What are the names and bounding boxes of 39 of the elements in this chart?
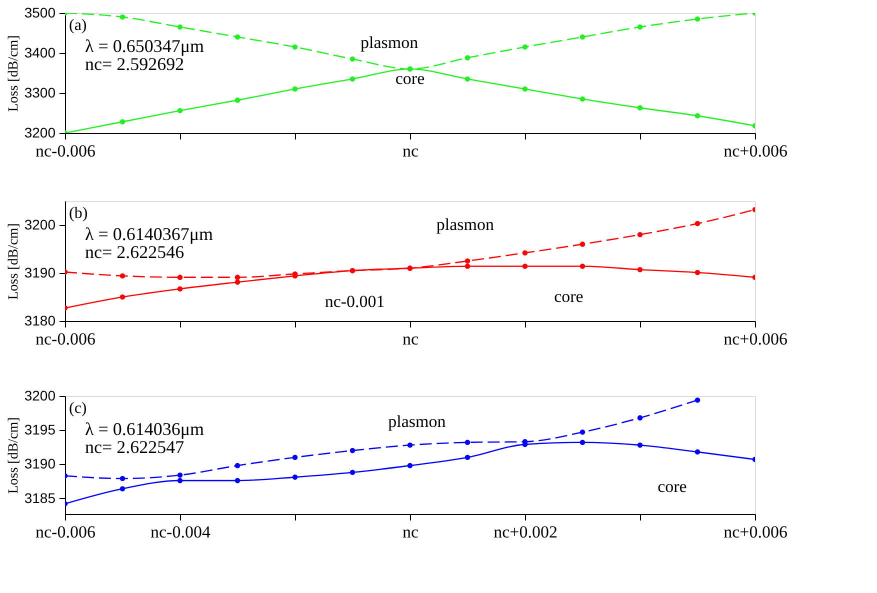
y-tick-label: 3180 [24,312,56,328]
x-tick-label: nc+0.002 [494,522,558,542]
annotation: core [554,287,584,306]
y-tick-label: 3200 [24,124,56,140]
y-tick-label: 3200 [24,388,56,404]
x-tick-label: nc [402,330,419,348]
annotation: core [395,69,425,88]
annotation: plasmon [436,215,495,234]
y-axis-title: Loss [dB/cm] [6,35,22,112]
annotation: nc-0.001 [324,292,385,311]
y-tick-label: 3185 [24,490,56,506]
y-tick-label: 3300 [24,84,56,100]
x-tick-label: nc-0.006 [36,142,96,160]
x-tick-label: nc-0.006 [36,522,96,542]
annotation: plasmon [360,33,419,52]
annotation: λ = 0.614036μm [85,419,204,439]
x-tick-label: nc+0.006 [724,142,788,160]
y-tick-label: 3400 [24,44,56,60]
y-tick-label: 3190 [24,264,56,280]
y-tick-label: 3200 [24,216,56,232]
annotation: plasmon [388,412,446,431]
annotation: λ = 0.650347μm [85,36,204,56]
annotation: (c) [69,400,87,417]
x-tick-label: nc [402,142,419,160]
annotation: core [658,476,687,496]
y-tick-label: 3190 [24,456,56,472]
x-tick-label: nc+0.006 [724,522,788,542]
y-axis-title: Loss [dB/cm] [6,417,22,494]
x-tick-label: nc+0.006 [724,330,788,348]
x-tick-label: nc [402,522,419,542]
annotation: (a) [69,17,87,34]
annotation: nc= 2.622546 [85,242,184,262]
y-axis-title: Loss [dB/cm] [6,223,22,300]
y-tick-label: 3500 [24,4,56,20]
x-tick-label: nc-0.004 [150,522,211,542]
x-tick-label: nc-0.006 [36,330,96,348]
y-tick-label: 3195 [24,422,56,438]
annotation: (b) [69,205,88,222]
annotation: λ = 0.6140367μm [85,224,214,244]
